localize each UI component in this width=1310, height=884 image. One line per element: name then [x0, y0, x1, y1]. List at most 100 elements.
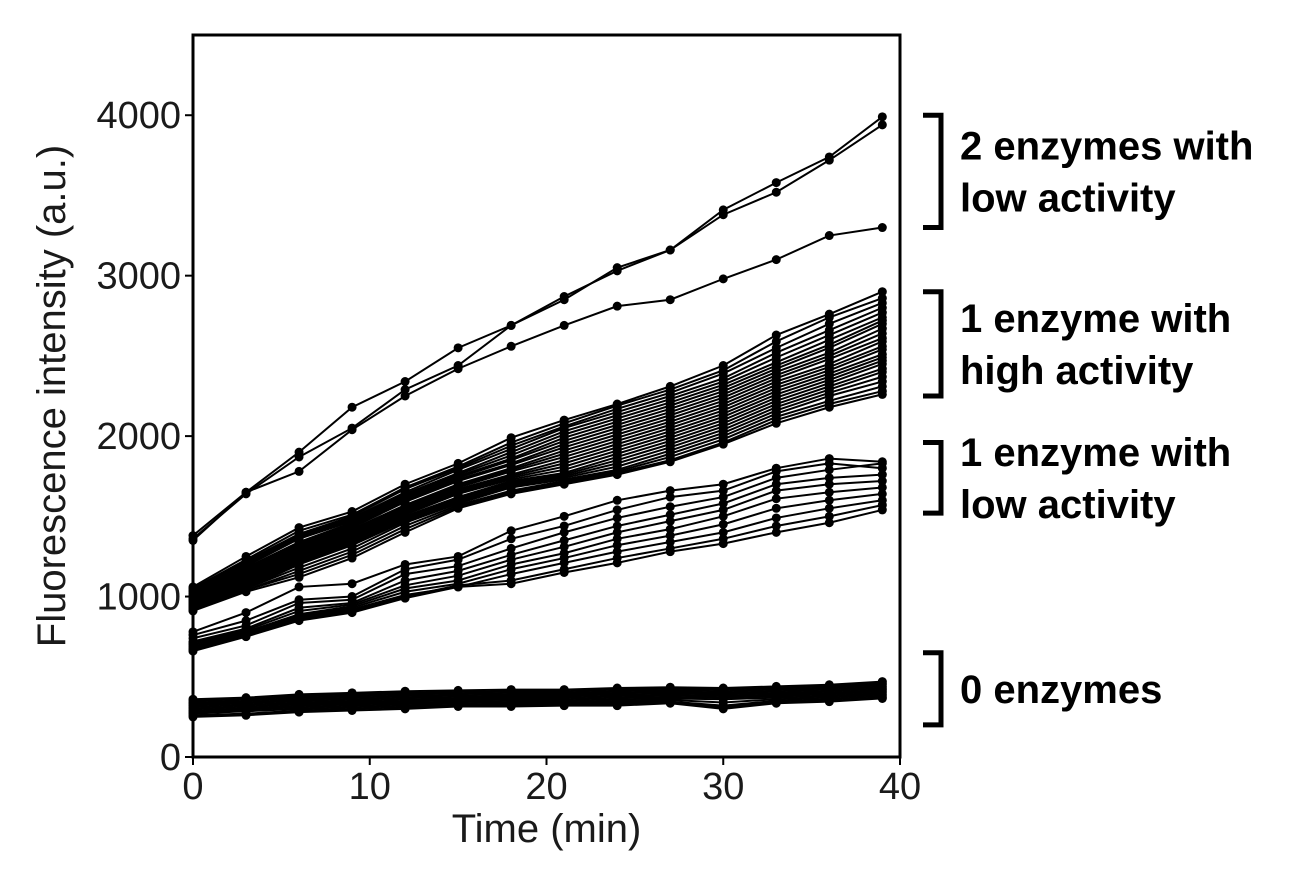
data-point	[559, 567, 569, 577]
series-line	[192, 499, 883, 649]
plot-frame	[191, 33, 902, 759]
data-point	[824, 458, 834, 468]
series-3	[188, 223, 887, 545]
data-point	[824, 503, 834, 513]
data-point	[453, 701, 463, 711]
series-line	[192, 390, 883, 612]
series-line	[192, 367, 883, 608]
data-point	[824, 479, 834, 489]
series-line	[192, 290, 883, 588]
series-line	[192, 462, 883, 640]
data-point	[665, 510, 675, 520]
data-point	[665, 524, 675, 534]
data-point	[400, 377, 410, 387]
data-point	[877, 693, 887, 703]
x-tick-label: 40	[879, 766, 921, 808]
group-annotation-1: 2 enzymes with low activity	[923, 112, 1253, 231]
data-point	[665, 537, 675, 547]
data-point	[294, 452, 304, 462]
data-point	[824, 511, 834, 521]
data-point	[665, 457, 675, 467]
group-annotation-3: 1 enzyme with low activity	[923, 431, 1231, 527]
data-point	[294, 616, 304, 626]
data-point	[771, 527, 781, 537]
data-point	[347, 705, 357, 715]
data-point	[612, 470, 622, 480]
data-point	[400, 385, 410, 395]
series-line	[192, 319, 883, 598]
data-point	[824, 465, 834, 475]
data-point	[771, 255, 781, 265]
data-point	[612, 513, 622, 523]
data-point	[665, 295, 675, 305]
data-point	[771, 466, 781, 476]
series-line	[192, 473, 883, 643]
data-point	[665, 516, 675, 526]
data-point	[241, 632, 251, 642]
y-tick-label: 2000	[96, 416, 181, 458]
series-line	[192, 327, 883, 600]
series-line	[192, 297, 883, 590]
x-axis: 0 10 20 30 40	[182, 757, 921, 808]
group-label-line: 1 enzyme with	[960, 431, 1231, 475]
group-label-line: 0 enzymes	[960, 668, 1162, 712]
data-point	[559, 535, 569, 545]
series-line	[192, 316, 883, 596]
y-tick-label: 3000	[96, 256, 181, 298]
data-point	[718, 539, 728, 549]
series-line	[192, 124, 883, 540]
series-line	[192, 687, 883, 707]
data-point	[559, 320, 569, 330]
data-point	[453, 343, 463, 353]
data-point	[612, 534, 622, 544]
data-point	[877, 489, 887, 499]
series-line	[192, 462, 883, 637]
data-point	[506, 569, 516, 579]
series-line	[192, 226, 883, 542]
data-point	[824, 518, 834, 528]
x-tick-label: 0	[182, 766, 203, 808]
data-point	[612, 263, 622, 273]
data-point	[771, 418, 781, 428]
data-point	[771, 178, 781, 188]
data-point	[506, 489, 516, 499]
data-point	[665, 492, 675, 502]
data-point	[241, 587, 251, 597]
data-point	[718, 498, 728, 508]
data-point	[718, 274, 728, 284]
data-point	[453, 503, 463, 513]
series-line	[192, 302, 883, 592]
group-bracket	[923, 112, 944, 231]
series-28	[188, 389, 887, 616]
series-line	[192, 311, 883, 595]
series-line	[192, 353, 883, 604]
series-line	[192, 457, 883, 633]
data-point	[877, 505, 887, 515]
data-point	[718, 505, 728, 515]
data-point	[612, 547, 622, 557]
data-point	[877, 287, 887, 297]
series-line	[192, 691, 883, 712]
data-point	[718, 479, 728, 489]
data-point	[559, 527, 569, 537]
data-point	[718, 527, 728, 537]
series-line	[192, 492, 883, 648]
data-point	[771, 698, 781, 708]
data-point	[612, 701, 622, 711]
data-point	[824, 312, 834, 322]
series-line	[192, 337, 883, 601]
data-point	[612, 521, 622, 531]
data-point	[241, 608, 251, 618]
data-point	[294, 572, 304, 582]
data-point	[877, 112, 887, 122]
data-point	[347, 553, 357, 563]
series-line	[192, 682, 883, 702]
data-point	[824, 402, 834, 412]
data-point	[506, 320, 516, 330]
series-line	[192, 693, 883, 714]
data-point	[347, 608, 357, 618]
series-line	[192, 385, 883, 611]
y-tick-label: 0	[160, 737, 181, 779]
y-tick-label: 1000	[96, 577, 181, 619]
